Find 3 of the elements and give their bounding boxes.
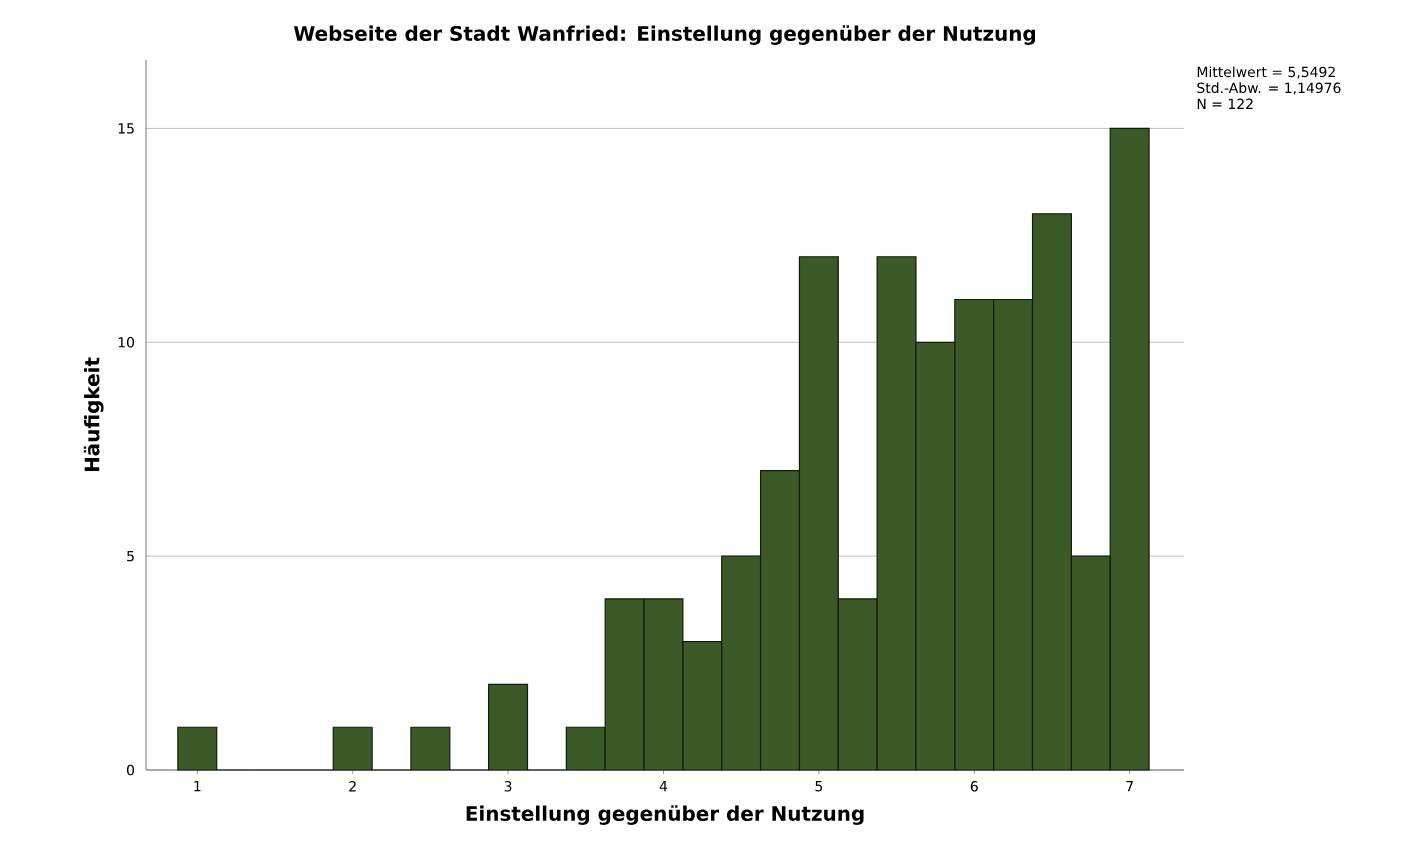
- y-axis-title: Häufigkeit: [83, 357, 104, 472]
- chart-title: Webseite der Stadt Wanfried: Einstellung gegenüber der Nutzung: [293, 25, 1036, 46]
- x-axis-title: Einstellung gegenüber der Nutzung: [466, 805, 864, 825]
